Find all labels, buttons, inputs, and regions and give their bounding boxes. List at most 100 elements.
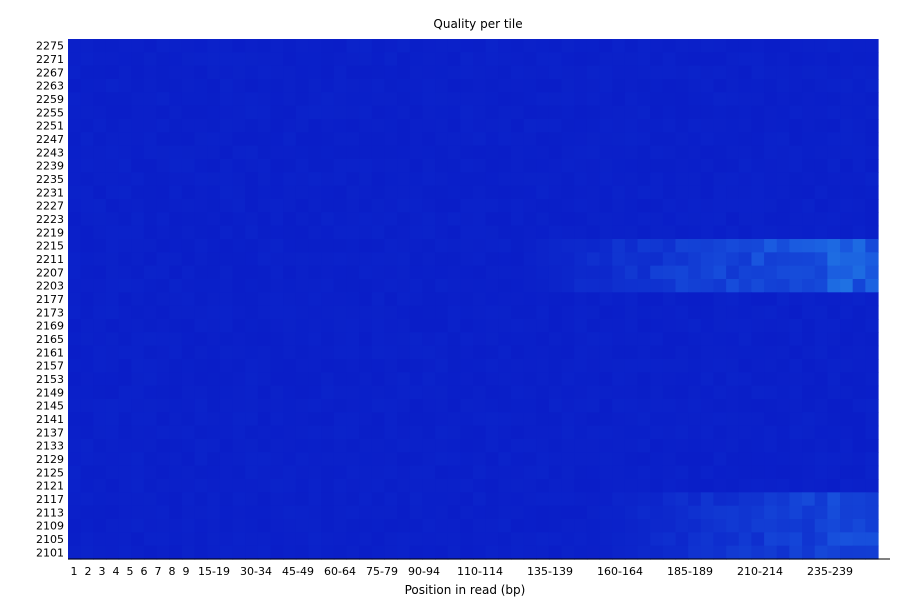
heatmap-cell bbox=[536, 292, 550, 307]
heatmap-cell bbox=[561, 172, 575, 187]
heatmap-cell bbox=[713, 465, 727, 480]
heatmap-cell bbox=[688, 532, 702, 547]
heatmap-cell bbox=[118, 425, 132, 440]
heatmap-cell bbox=[700, 65, 715, 80]
heatmap-cell bbox=[270, 172, 284, 187]
heatmap-cell bbox=[700, 145, 715, 160]
heatmap-cell bbox=[257, 132, 272, 147]
heatmap-cell bbox=[485, 79, 499, 93]
heatmap-cell bbox=[207, 385, 221, 400]
heatmap-cell bbox=[270, 439, 284, 453]
heatmap-cell bbox=[840, 65, 854, 80]
heatmap-cell bbox=[143, 319, 158, 333]
heatmap-cell bbox=[789, 412, 803, 427]
heatmap-cell bbox=[865, 52, 879, 67]
heatmap-cell bbox=[548, 305, 563, 320]
heatmap-cell bbox=[346, 425, 360, 440]
heatmap-cell bbox=[751, 439, 765, 453]
heatmap-cell bbox=[321, 479, 335, 493]
heatmap-cell bbox=[700, 332, 715, 347]
heatmap-cell bbox=[257, 412, 272, 427]
heatmap-cell bbox=[814, 385, 828, 400]
heatmap-cell bbox=[764, 359, 778, 373]
heatmap-cell bbox=[143, 225, 158, 240]
heatmap-cell bbox=[637, 372, 651, 387]
heatmap-cell bbox=[700, 39, 715, 53]
heatmap-cell bbox=[232, 359, 246, 373]
heatmap-cell bbox=[333, 385, 348, 400]
heatmap-cell bbox=[68, 519, 82, 533]
heatmap-cell bbox=[156, 412, 170, 427]
heatmap-cell bbox=[473, 399, 487, 413]
heatmap-cell bbox=[80, 65, 94, 80]
heatmap-cell bbox=[232, 439, 246, 453]
heatmap-cell bbox=[485, 345, 499, 360]
heatmap-cell bbox=[485, 399, 499, 413]
heatmap-cell bbox=[333, 532, 348, 547]
heatmap-cell bbox=[726, 532, 740, 547]
heatmap-cell bbox=[586, 532, 601, 547]
heatmap-cell bbox=[624, 465, 639, 480]
heatmap-cell bbox=[207, 532, 221, 547]
heatmap-cell bbox=[93, 385, 107, 400]
heatmap-cell bbox=[510, 65, 525, 80]
heatmap-cell bbox=[397, 239, 411, 253]
heatmap-cell bbox=[814, 425, 828, 440]
heatmap-cell bbox=[118, 212, 132, 227]
heatmap-cell bbox=[726, 105, 740, 120]
heatmap-cell bbox=[371, 132, 386, 147]
heatmap-cell bbox=[422, 332, 436, 347]
heatmap-cell bbox=[447, 185, 461, 200]
heatmap-cell bbox=[852, 145, 866, 160]
heatmap-cell bbox=[80, 492, 94, 507]
heatmap-cell bbox=[536, 532, 550, 547]
heatmap-cell bbox=[574, 172, 588, 187]
x-tick-label: 9 bbox=[183, 565, 190, 578]
heatmap-cell bbox=[118, 119, 132, 133]
heatmap-cell bbox=[738, 305, 753, 320]
heatmap-cell bbox=[827, 412, 841, 427]
heatmap-cell bbox=[485, 185, 499, 200]
heatmap-cell bbox=[346, 439, 360, 453]
heatmap-cell bbox=[169, 372, 183, 387]
heatmap-cell bbox=[333, 225, 348, 240]
heatmap-cell bbox=[232, 252, 246, 267]
heatmap-cell bbox=[156, 399, 170, 413]
heatmap-cell bbox=[599, 199, 613, 213]
heatmap-cell bbox=[624, 345, 639, 360]
heatmap-cell bbox=[764, 79, 778, 93]
heatmap-cell bbox=[460, 332, 474, 347]
heatmap-cell bbox=[156, 465, 170, 480]
heatmap-cell bbox=[169, 532, 183, 547]
heatmap-cell bbox=[473, 92, 487, 107]
heatmap-cell bbox=[93, 265, 107, 280]
heatmap-cell bbox=[827, 465, 841, 480]
heatmap-cell bbox=[68, 185, 82, 200]
heatmap-cell bbox=[232, 79, 246, 93]
heatmap-cell bbox=[814, 159, 828, 173]
heatmap-cell bbox=[435, 479, 449, 493]
heatmap-cell bbox=[295, 292, 310, 307]
heatmap-cell bbox=[814, 412, 828, 427]
heatmap-cell bbox=[726, 412, 740, 427]
heatmap-cell bbox=[143, 372, 158, 387]
heatmap-cell bbox=[131, 332, 145, 347]
heatmap-cell bbox=[68, 452, 82, 467]
heatmap-cell bbox=[397, 452, 411, 467]
heatmap-cell bbox=[270, 132, 284, 147]
heatmap-cell bbox=[460, 372, 474, 387]
heatmap-cell bbox=[536, 479, 550, 493]
heatmap-cell bbox=[371, 79, 386, 93]
heatmap-cell bbox=[207, 345, 221, 360]
heatmap-cell bbox=[169, 519, 183, 533]
heatmap-cell bbox=[283, 532, 297, 547]
heatmap-cell bbox=[232, 239, 246, 253]
heatmap-cell bbox=[802, 492, 816, 507]
heatmap-cell bbox=[827, 399, 841, 413]
heatmap-cell bbox=[68, 119, 82, 133]
heatmap-cell bbox=[612, 279, 626, 293]
heatmap-cell bbox=[422, 119, 436, 133]
heatmap-cell bbox=[359, 185, 373, 200]
heatmap-cell bbox=[80, 425, 94, 440]
heatmap-cell bbox=[105, 465, 120, 480]
